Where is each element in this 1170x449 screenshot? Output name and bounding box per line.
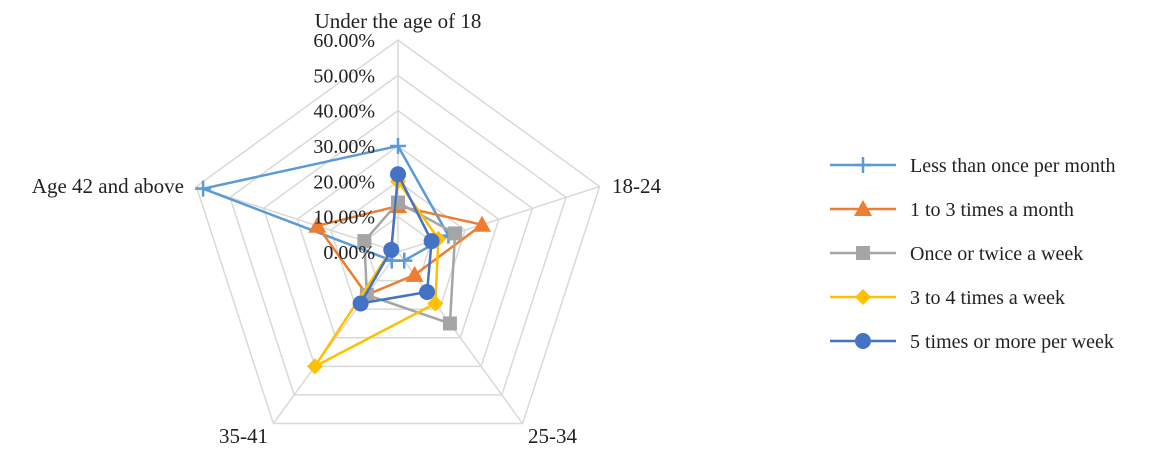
tick-label-4: 40.00%: [313, 101, 375, 123]
tick-label-0: 0.00%: [323, 242, 375, 264]
axis-label-2: 25-34: [528, 424, 577, 448]
series-0: [195, 138, 457, 269]
legend-entry-1: 1 to 3 times a month: [830, 199, 1074, 221]
legend-label-4: 5 times or more per week: [910, 331, 1114, 353]
data-point-1-1: [473, 215, 492, 232]
series-line-1: [316, 204, 484, 297]
data-point-2-2: [442, 316, 457, 331]
data-point-0-0: [390, 138, 406, 154]
axis-spoke-3: [272, 251, 399, 424]
tick-label-3: 30.00%: [313, 136, 375, 158]
data-point-4-3: [352, 295, 369, 312]
legend-entry-3: 3 to 4 times a week: [830, 287, 1065, 309]
grid-ring-3: [296, 145, 500, 339]
data-point-0-4: [195, 180, 212, 197]
legend-marker-1: [854, 200, 872, 216]
tick-label-1: 10.00%: [313, 207, 375, 229]
tick-labels: 0.00% 10.00% 20.00% 30.00% 40.00% 50.00% 60.00…: [313, 30, 375, 264]
data-point-3-3: [306, 358, 323, 375]
legend-label-1: 1 to 3 times a month: [910, 199, 1074, 221]
data-point-2-0: [391, 195, 405, 210]
data-point-2-4: [357, 234, 372, 249]
axis-label-4: Age 42 and above: [32, 174, 184, 198]
legend-marker-4: [855, 333, 871, 349]
legend: Less than once per month 1 to 3 times a m…: [830, 155, 1116, 353]
grid-layer: [195, 39, 601, 425]
legend-label-0: Less than once per month: [910, 155, 1116, 177]
legend-marker-2: [856, 246, 870, 260]
legend-marker-3: [855, 289, 871, 305]
legend-label-2: Once or twice a week: [910, 243, 1083, 265]
data-point-4-2: [419, 284, 436, 301]
axis-labels: Under the age of 18 18-24 25-34 35-41 Age 42…: [32, 9, 662, 448]
axis-label-0: Under the age of 18: [315, 9, 482, 33]
grid-ring-2: [329, 180, 467, 310]
legend-marker-0: [855, 157, 871, 173]
axis-label-3: 35-41: [219, 424, 268, 448]
legend-label-3: 3 to 4 times a week: [910, 287, 1065, 309]
data-point-3-2: [427, 295, 444, 312]
data-point-2-1: [448, 226, 463, 241]
tick-label-6: 60.00%: [313, 30, 375, 52]
legend-entry-4: 5 times or more per week: [830, 331, 1114, 353]
series-line-4: [359, 173, 433, 305]
axis-label-1: 18-24: [612, 174, 661, 198]
data-point-4-1: [423, 233, 440, 250]
grid-ring-6: [195, 39, 601, 425]
series-layer: [195, 138, 492, 375]
tick-label-5: 50.00%: [313, 65, 375, 87]
grid-ring-4: [262, 109, 534, 368]
data-point-4-0: [390, 166, 406, 183]
data-point-1-4: [308, 216, 327, 233]
tick-label-2: 20.00%: [313, 171, 375, 193]
series-4: [352, 166, 440, 312]
data-point-1-2: [405, 265, 424, 282]
data-point-4-4: [383, 241, 400, 258]
legend-entry-0: Less than once per month: [830, 155, 1116, 177]
legend-entry-2: Once or twice a week: [830, 243, 1083, 265]
